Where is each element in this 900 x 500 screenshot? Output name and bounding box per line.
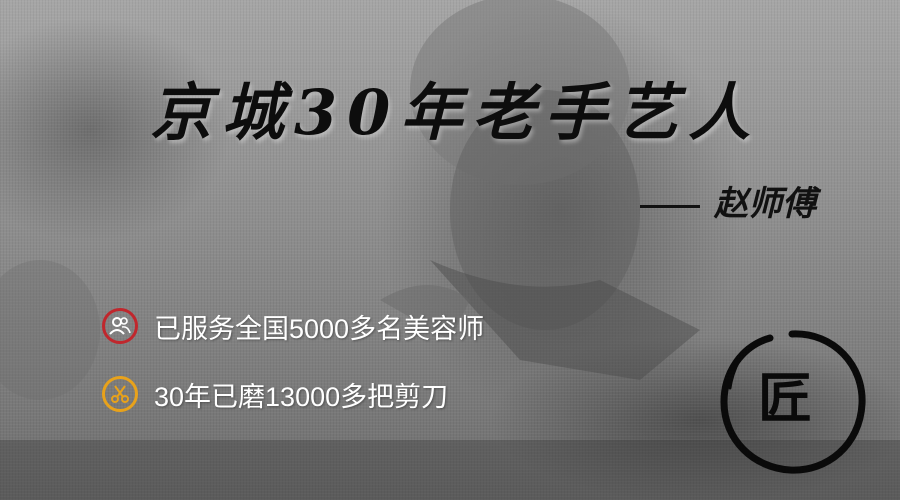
ink-circle-stamp bbox=[720, 330, 866, 474]
feature-served: 已服务全国5000多名美容师 bbox=[102, 304, 484, 348]
signature: 赵师傅 bbox=[640, 176, 816, 225]
signature-name: 赵师傅 bbox=[714, 184, 816, 224]
scissors-icon bbox=[102, 376, 138, 412]
feature-sharpened: 30年已磨13000多把剪刀 bbox=[102, 372, 448, 416]
signature-dash bbox=[640, 204, 700, 208]
users-icon bbox=[102, 308, 138, 344]
feature-served-text: 已服务全国5000多名美容师 bbox=[154, 313, 485, 344]
stamp-character: 匠 bbox=[758, 366, 812, 430]
feature-sharpened-text: 30年已磨13000多把剪刀 bbox=[154, 381, 449, 412]
page-title: 京城30年老手艺人 bbox=[150, 76, 761, 149]
